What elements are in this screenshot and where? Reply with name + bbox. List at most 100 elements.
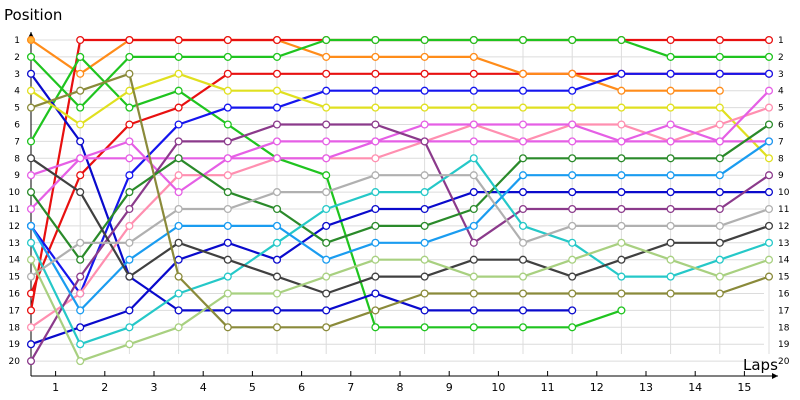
series-20 xyxy=(26,69,774,332)
data-point xyxy=(568,154,577,163)
data-point xyxy=(26,86,36,95)
data-point xyxy=(666,137,675,146)
data-point xyxy=(272,103,282,112)
series-group xyxy=(26,35,774,366)
data-point xyxy=(666,35,675,45)
series-line xyxy=(30,140,770,312)
data-point xyxy=(125,238,134,247)
y-tick-label-right: 12 xyxy=(778,222,789,232)
data-point xyxy=(469,120,478,129)
data-point xyxy=(272,120,282,129)
data-point xyxy=(371,69,380,78)
data-point xyxy=(174,221,183,230)
data-point xyxy=(125,35,134,45)
data-point xyxy=(715,154,724,163)
data-point xyxy=(125,221,134,230)
data-point xyxy=(272,204,282,214)
data-point xyxy=(223,323,232,332)
data-point xyxy=(666,255,675,264)
data-point xyxy=(518,103,528,112)
data-point xyxy=(26,137,36,146)
data-point xyxy=(568,120,577,129)
x-tick-label: 13 xyxy=(639,381,653,394)
data-point xyxy=(76,323,85,332)
data-point xyxy=(420,306,429,315)
data-point xyxy=(76,289,85,298)
data-point xyxy=(715,103,724,112)
data-point xyxy=(26,340,36,349)
data-point xyxy=(764,255,774,264)
data-point xyxy=(125,120,134,129)
y-tick-label-left: 11 xyxy=(9,205,20,215)
data-point xyxy=(764,120,774,129)
data-point xyxy=(469,154,478,163)
data-point xyxy=(26,35,36,45)
data-point xyxy=(125,69,134,78)
y-tick-label-left: 6 xyxy=(14,121,20,131)
y-tick-label-right: 15 xyxy=(778,273,789,283)
y-tick-label-right: 1 xyxy=(778,36,784,46)
data-point xyxy=(371,35,380,45)
data-point xyxy=(420,272,429,281)
y-tick-label-left: 15 xyxy=(9,273,20,283)
data-point xyxy=(223,52,232,61)
series-line xyxy=(30,241,770,363)
data-point xyxy=(76,69,85,78)
data-point xyxy=(26,306,36,315)
series-line xyxy=(30,38,769,109)
data-point xyxy=(76,340,85,349)
y-tick-label-right: 18 xyxy=(778,323,790,333)
data-point xyxy=(469,52,478,61)
data-point xyxy=(223,188,232,197)
data-point xyxy=(125,323,134,332)
data-point xyxy=(223,306,232,315)
data-point xyxy=(518,238,528,247)
data-point xyxy=(617,188,626,197)
data-point xyxy=(76,171,85,180)
x-tick-label: 8 xyxy=(397,381,404,394)
data-point xyxy=(764,103,774,112)
y-tick-label-left: 18 xyxy=(9,323,21,333)
y-tick-label-right: 11 xyxy=(778,205,789,215)
data-point xyxy=(420,289,429,298)
data-point xyxy=(223,238,232,247)
data-point xyxy=(26,272,36,281)
data-point xyxy=(764,86,774,95)
series-7 xyxy=(26,188,774,349)
data-point xyxy=(469,255,478,264)
data-point xyxy=(469,289,478,298)
data-point xyxy=(764,137,774,146)
data-point xyxy=(371,221,380,230)
data-point xyxy=(223,120,232,129)
series-6 xyxy=(26,69,577,315)
x-tick-label: 10 xyxy=(491,381,505,394)
data-point xyxy=(223,154,232,163)
data-point xyxy=(715,35,724,45)
data-point xyxy=(223,103,232,112)
data-point xyxy=(469,323,478,332)
data-point xyxy=(715,204,724,214)
data-point xyxy=(125,103,134,112)
data-point xyxy=(272,35,282,45)
data-point xyxy=(568,255,577,264)
data-point xyxy=(420,69,429,78)
data-point xyxy=(371,306,380,315)
data-point xyxy=(420,86,429,95)
data-point xyxy=(174,35,183,45)
data-point xyxy=(322,86,331,95)
x-tick-label: 14 xyxy=(688,381,702,394)
data-point xyxy=(76,154,85,163)
data-point xyxy=(125,188,134,197)
data-point xyxy=(666,204,675,214)
y-tick-label-right: 20 xyxy=(778,357,790,367)
data-point xyxy=(174,255,183,264)
x-tick-label: 9 xyxy=(446,381,453,394)
data-point xyxy=(715,120,724,129)
series-line xyxy=(30,73,573,312)
data-point xyxy=(125,52,134,61)
data-point xyxy=(764,188,774,197)
data-point xyxy=(469,171,478,180)
data-point xyxy=(125,171,134,180)
